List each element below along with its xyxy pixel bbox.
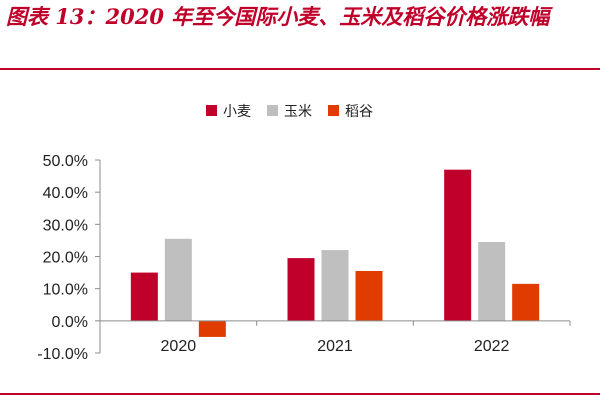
bar-稻谷-2020 bbox=[198, 320, 226, 337]
y-axis: -10.0% 0.0% 10.0% 20.0% 30.0% 40.0% 50.0% bbox=[37, 153, 101, 363]
y-tick-label: 20.0% bbox=[43, 250, 88, 267]
legend-label: 小麦 bbox=[223, 104, 251, 120]
bar-小麦-2022 bbox=[444, 169, 472, 321]
y-tick-label: 50.0% bbox=[43, 153, 88, 170]
y-tick-label: 30.0% bbox=[43, 217, 88, 234]
legend: 小麦 玉米 稻谷 bbox=[206, 104, 373, 120]
bar-玉米-2022 bbox=[478, 242, 506, 321]
bar-稻谷-2022 bbox=[512, 283, 540, 321]
bar-小麦-2021 bbox=[287, 258, 315, 321]
x-tick-label: 2022 bbox=[474, 338, 510, 355]
y-tick-label: 0.0% bbox=[52, 314, 88, 331]
legend-swatch bbox=[206, 105, 217, 116]
legend-swatch bbox=[328, 105, 339, 116]
y-tick-label: -10.0% bbox=[37, 346, 88, 363]
x-axis: 2020 2021 2022 bbox=[100, 320, 571, 355]
bottom-divider bbox=[0, 393, 600, 395]
bar-玉米-2020 bbox=[164, 238, 192, 321]
bars bbox=[130, 169, 540, 337]
y-tick-label: 40.0% bbox=[43, 185, 88, 202]
x-tick-label: 2020 bbox=[161, 338, 197, 355]
bar-小麦-2020 bbox=[130, 272, 158, 321]
legend-swatch bbox=[267, 105, 278, 116]
legend-label: 稻谷 bbox=[345, 104, 373, 120]
y-tick-label: 10.0% bbox=[43, 282, 88, 299]
title-divider bbox=[0, 68, 600, 70]
chart-title: 图表 13：2020 年至今国际小麦、玉米及稻谷价格涨跌幅 bbox=[6, 4, 550, 29]
legend-label: 玉米 bbox=[284, 104, 312, 120]
bar-稻谷-2021 bbox=[355, 270, 383, 321]
bar-玉米-2021 bbox=[321, 250, 349, 321]
x-tick-label: 2021 bbox=[317, 338, 353, 355]
